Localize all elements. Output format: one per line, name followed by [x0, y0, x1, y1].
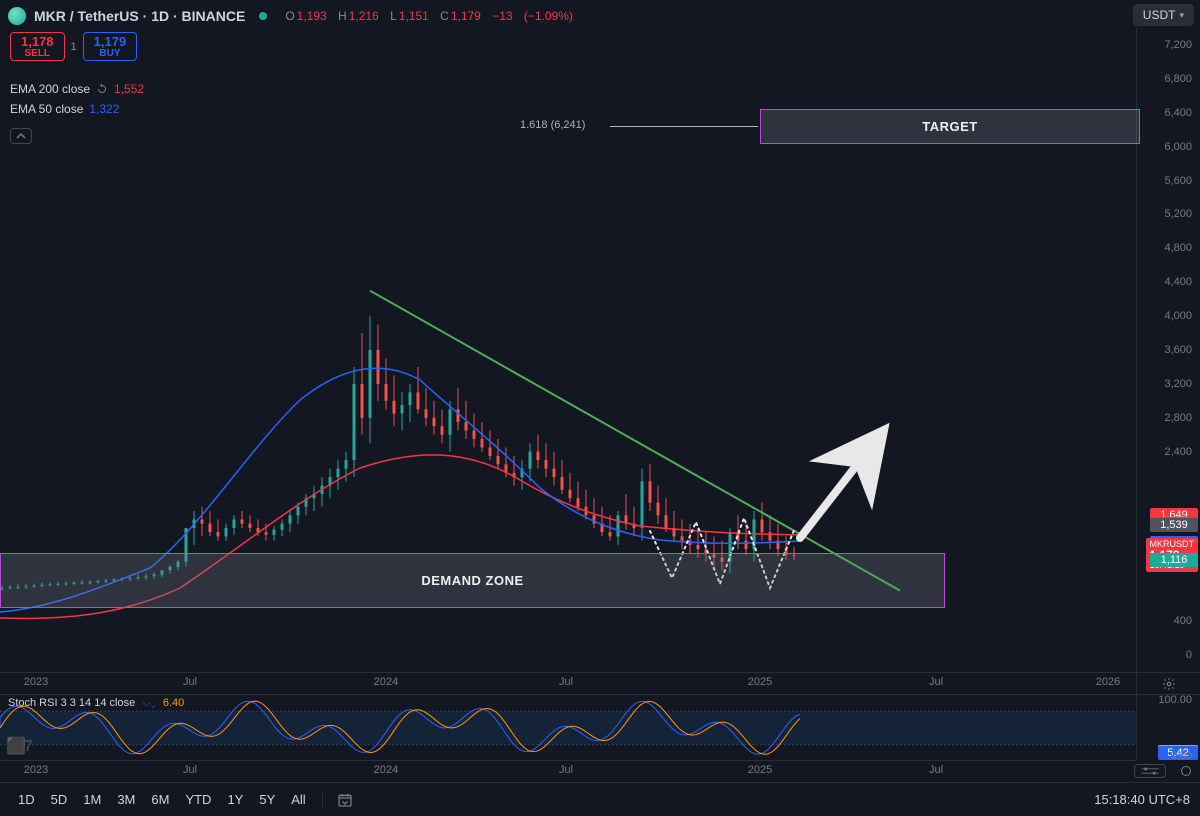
chevron-down-icon: ▾	[1179, 10, 1184, 21]
price-tick: 4,000	[1164, 310, 1192, 322]
coin-icon	[8, 7, 26, 25]
fib-extension-label: 1.618 (6,241)	[520, 119, 585, 131]
maximize-icon	[1180, 765, 1192, 777]
stoch-rsi-pane[interactable]: Stoch RSI 3 3 14 14 close ⌵⌄ 6.40 ⬛7	[0, 694, 1136, 760]
price-tick: 5,200	[1164, 208, 1192, 220]
price-marker: 1,116	[1150, 553, 1198, 567]
stoch-axis[interactable]: 100.006.405.420.00	[1136, 694, 1200, 760]
time-tick: Jul	[183, 764, 197, 776]
bottom-toolbar: 1D5D1M3M6MYTD1Y5YAll 15:18:40 UTC+8	[0, 782, 1200, 816]
time-axis-tools	[1134, 760, 1196, 782]
timeframe-1d[interactable]: 1D	[10, 788, 43, 811]
time-tick: 2023	[24, 764, 48, 776]
fib-extension-line	[610, 126, 758, 127]
price-tick: 6,000	[1164, 141, 1192, 153]
quote-currency-button[interactable]: USDT ▾	[1133, 4, 1194, 26]
fullscreen-button[interactable]	[1176, 763, 1196, 779]
market-status-dot	[259, 12, 267, 20]
axis-settings-button[interactable]	[1136, 672, 1200, 694]
gear-icon	[1162, 677, 1176, 691]
sliders-icon	[1141, 766, 1159, 776]
stoch-tick: 100.00	[1158, 694, 1192, 706]
timeframe-5d[interactable]: 5D	[43, 788, 76, 811]
time-tick: Jul	[929, 676, 943, 688]
time-tick: 2024	[374, 676, 398, 688]
price-tick: 4,800	[1164, 242, 1192, 254]
price-tick: 400	[1174, 615, 1192, 627]
calendar-icon	[337, 792, 353, 808]
timeframe-1y[interactable]: 1Y	[219, 788, 251, 811]
tradingview-logo: ⬛7	[6, 736, 31, 756]
ohlc-readout: O1,193 H1,216 L1,151 C1,179 −13 (−1.09%)	[285, 9, 581, 23]
target-zone-label: TARGET	[922, 119, 977, 134]
clock[interactable]: 15:18:40 UTC+8	[1094, 792, 1190, 807]
price-tick: 6,800	[1164, 73, 1192, 85]
time-tick: Jul	[929, 764, 943, 776]
goto-date-button[interactable]	[331, 788, 359, 812]
timeframe-1m[interactable]: 1M	[75, 788, 109, 811]
target-zone[interactable]: TARGET	[760, 109, 1140, 145]
timeframe-3m[interactable]: 3M	[109, 788, 143, 811]
time-tick: 2023	[24, 676, 48, 688]
price-tick: 3,600	[1164, 344, 1192, 356]
price-tick: 0	[1186, 649, 1192, 661]
time-axis-lower[interactable]: 2023 Jul 2024 Jul 2025 Jul	[0, 760, 1136, 782]
price-axis[interactable]: 0 400 2,400 2,800 3,200 3,600 4,000 4,400 4,800 5…	[1136, 28, 1200, 672]
price-tick: 5,600	[1164, 175, 1192, 187]
timeframe-all[interactable]: All	[283, 788, 313, 811]
timeframe-6m[interactable]: 6M	[143, 788, 177, 811]
time-tick: 2025	[748, 764, 772, 776]
demand-zone-label: DEMAND ZONE	[421, 573, 523, 588]
divider	[322, 791, 323, 809]
timeframe-ytd[interactable]: YTD	[177, 788, 219, 811]
price-tick: 2,400	[1164, 446, 1192, 458]
price-tick: 6,400	[1164, 107, 1192, 119]
price-marker: 1,539	[1150, 518, 1198, 532]
symbol-title[interactable]: MKR / TetherUS · 1D · BINANCE	[34, 8, 245, 24]
timezone-button[interactable]	[1134, 764, 1166, 778]
demand-zone[interactable]: DEMAND ZONE	[0, 553, 945, 607]
time-tick: Jul	[559, 676, 573, 688]
time-axis[interactable]: 2023 Jul 2024 Jul 2025 Jul 2026	[0, 672, 1136, 694]
timeframe-5y[interactable]: 5Y	[251, 788, 283, 811]
price-tick: 7,200	[1164, 39, 1192, 51]
time-tick: 2026	[1096, 676, 1120, 688]
time-tick: Jul	[559, 764, 573, 776]
price-tick: 3,200	[1164, 378, 1192, 390]
time-tick: 2024	[374, 764, 398, 776]
time-tick: 2025	[748, 676, 772, 688]
stoch-title: Stoch RSI 3 3 14 14 close ⌵⌄ 6.40	[8, 697, 184, 710]
price-tick: 2,800	[1164, 412, 1192, 424]
quote-currency-label: USDT	[1143, 8, 1176, 22]
time-tick: Jul	[183, 676, 197, 688]
price-tick: 4,400	[1164, 276, 1192, 288]
